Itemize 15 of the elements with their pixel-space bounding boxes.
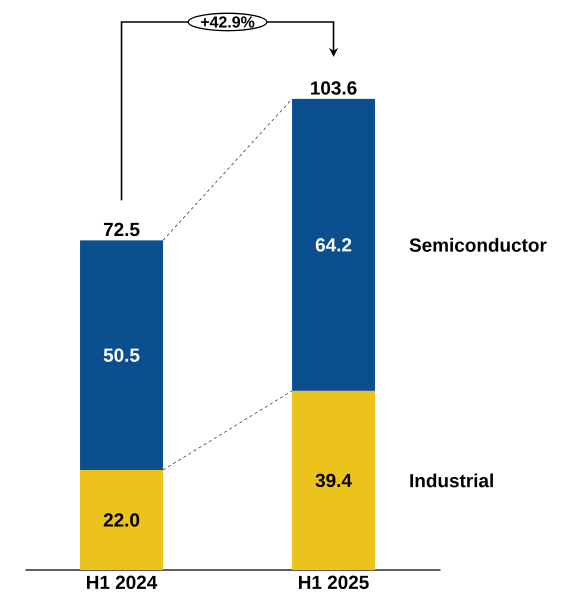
x-tick-label: H1 2024 bbox=[87, 576, 158, 590]
x-tick-label: H1 2025 bbox=[299, 576, 369, 590]
data-label: 39.4 bbox=[316, 474, 352, 488]
total-label: 103.6 bbox=[311, 81, 357, 95]
bar bbox=[80, 240, 164, 470]
bar bbox=[80, 470, 164, 570]
data-label: 22.0 bbox=[104, 513, 140, 527]
series-label: Semiconductor bbox=[410, 238, 547, 252]
total-label: 72.5 bbox=[104, 222, 140, 236]
series-label: Industrial bbox=[410, 473, 494, 488]
bar bbox=[292, 98, 376, 391]
bar bbox=[292, 390, 376, 570]
data-label: 64.2 bbox=[316, 238, 352, 252]
data-label: 50.5 bbox=[104, 348, 140, 362]
text: +42.9% bbox=[201, 16, 255, 28]
